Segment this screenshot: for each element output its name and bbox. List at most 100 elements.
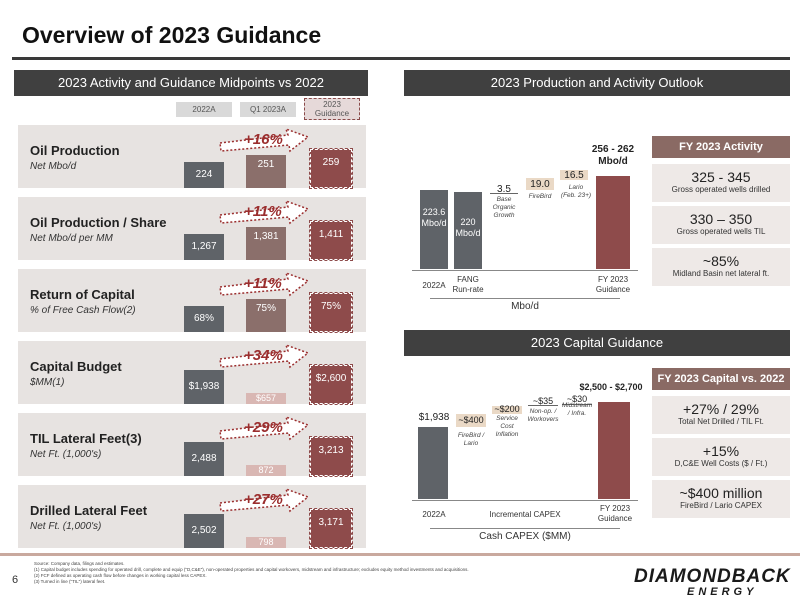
arrow-icon bbox=[219, 271, 310, 297]
metric-bar-2022a: 2,502 bbox=[184, 514, 224, 548]
metric-card: Oil Production / Share Net Mbo/d per MM bbox=[18, 197, 366, 260]
metric-bar-guidance: 1,411 bbox=[309, 220, 353, 261]
stat-box: 325 - 345 Gross operated wells drilled bbox=[652, 164, 790, 202]
metric-bar-2022a: $1,938 bbox=[184, 370, 224, 404]
footnote-3: (3) Turned in line ("TIL") lateral feet. bbox=[34, 579, 106, 584]
stat-label: Gross operated wells drilled bbox=[671, 185, 771, 194]
growth-arrow: +27% bbox=[219, 487, 310, 513]
prod-inc-lario bbox=[560, 170, 588, 180]
stat-label: FireBird / Lario CAPEX bbox=[680, 501, 762, 510]
metric-bar-2022a: 68% bbox=[184, 306, 224, 332]
production-chart: 223.6 Mbo/d 220 Mbo/d 3.5 Base Organic G… bbox=[410, 110, 642, 312]
growth-percent: +27% bbox=[244, 491, 283, 508]
col-header-2023-guidance: 2023 Guidance bbox=[304, 98, 360, 120]
metric-incremental: $657 bbox=[246, 393, 286, 404]
prod-bar-fang bbox=[454, 192, 482, 269]
activity-header: FY 2023 Activity bbox=[652, 136, 790, 158]
capex-unit-label: Cash CAPEX ($MM) bbox=[479, 531, 571, 542]
metric-bar-2022a: 224 bbox=[184, 162, 224, 188]
metric-title: Oil Production bbox=[30, 143, 120, 158]
stat-box: +27% / 29% Total Net Drilled / TIL Ft. bbox=[652, 396, 790, 434]
capex-inc-service bbox=[492, 406, 522, 414]
capex-inc-firebird bbox=[456, 414, 486, 427]
prod-inc-firebird-value: 19.0 bbox=[530, 179, 550, 190]
arrow-icon bbox=[219, 415, 310, 441]
metric-title: TIL Lateral Feet(3) bbox=[30, 431, 142, 446]
metric-title: Drilled Lateral Feet bbox=[30, 503, 148, 518]
col-header-2022a: 2022A bbox=[176, 102, 232, 117]
capex-header: 2023 Capital Guidance bbox=[404, 330, 790, 356]
stat-value: +15% bbox=[702, 443, 740, 459]
stat-label: Midland Basin net lateral ft. bbox=[672, 269, 770, 278]
prod-axis bbox=[412, 270, 638, 271]
prod-inc-firebird bbox=[526, 178, 554, 190]
capex-inc-nonop bbox=[528, 405, 558, 406]
capex-unit-rule bbox=[430, 528, 620, 529]
prod-label-guidance: FY 2023 Guidance bbox=[595, 275, 631, 294]
stat-value: ~$400 million bbox=[679, 485, 763, 501]
prod-bar-fang-value: 220 Mbo/d bbox=[455, 217, 481, 238]
prod-label-2022a: 2022A bbox=[422, 281, 446, 290]
metric-bar-2022a: 2,488 bbox=[184, 442, 224, 476]
stat-box: ~85% Midland Basin net lateral ft. bbox=[652, 248, 790, 286]
prod-bar-2022a-value: 223.6 Mbo/d bbox=[421, 207, 447, 228]
metric-bar-guidance: 3,171 bbox=[309, 508, 353, 549]
arrow-icon bbox=[219, 343, 310, 369]
metric-subtitle: Net Mbo/d per MM bbox=[30, 233, 113, 244]
growth-arrow: +11% bbox=[219, 271, 310, 297]
stat-label: Gross operated wells TIL bbox=[676, 227, 766, 236]
growth-percent: +11% bbox=[244, 203, 282, 220]
stat-value: 325 - 345 bbox=[691, 169, 751, 185]
prod-unit-rule bbox=[430, 298, 620, 299]
growth-percent: +16% bbox=[244, 131, 283, 148]
capex-bar-guidance bbox=[598, 402, 630, 499]
growth-arrow: +16% bbox=[219, 127, 310, 153]
metric-incremental: 798 bbox=[246, 537, 286, 548]
stat-value: 330 – 350 bbox=[689, 211, 753, 227]
capex-inc-firebird-value: ~$400 bbox=[458, 415, 484, 425]
company-logo: DIAMONDBACK bbox=[634, 566, 791, 587]
stat-value: ~85% bbox=[702, 253, 740, 269]
metric-bar-guidance: $2,600 bbox=[309, 364, 353, 405]
metric-bar-q1: 251 bbox=[246, 155, 286, 188]
title-divider bbox=[12, 57, 790, 60]
capex-inc-nonop-label: Non-op. / Workovers bbox=[527, 408, 559, 423]
footnote-2: (2) FCF defined as operating cash flow b… bbox=[34, 573, 207, 578]
metric-bar-q1: 75% bbox=[246, 299, 286, 332]
metric-subtitle: Net Ft. (1,000's) bbox=[30, 521, 102, 532]
capex-label-2022a: 2022A bbox=[422, 510, 446, 519]
stat-box: ~$400 million FireBird / Lario CAPEX bbox=[652, 480, 790, 518]
capital-vs-header: FY 2023 Capital vs. 2022 bbox=[652, 368, 790, 390]
capex-inc-firebird-label: FireBird / Lario bbox=[457, 432, 485, 447]
capex-inc-nonop-value: ~$35 bbox=[532, 396, 554, 406]
capex-label-incremental: Incremental CAPEX bbox=[489, 510, 561, 519]
metric-subtitle: % of Free Cash Flow(2) bbox=[30, 305, 136, 316]
capex-inc-midstream bbox=[562, 404, 592, 405]
growth-percent: +34% bbox=[244, 347, 283, 364]
growth-arrow: +34% bbox=[219, 343, 310, 369]
metric-bar-q1: 1,381 bbox=[246, 227, 286, 260]
prod-inc-base-label: Base Organic Growth bbox=[492, 196, 516, 219]
capex-label-guidance: FY 2023 Guidance bbox=[597, 504, 633, 523]
prod-inc-firebird-label: FireBird bbox=[528, 193, 552, 200]
prod-inc-lario-value: 16.5 bbox=[564, 170, 584, 181]
metric-title: Oil Production / Share bbox=[30, 215, 167, 230]
growth-arrow: +11% bbox=[219, 199, 310, 225]
footnote-1: (1) Capital budget includes spending for… bbox=[34, 567, 469, 572]
growth-percent: +11% bbox=[244, 275, 282, 292]
col-header-q1-2023a: Q1 2023A bbox=[240, 102, 296, 117]
capex-chart: $1,938 ~$400 FireBird / Lario ~$200 Serv… bbox=[410, 372, 643, 552]
arrow-icon bbox=[219, 127, 310, 153]
prod-inc-base-value: 3.5 bbox=[497, 184, 511, 195]
stat-value: +27% / 29% bbox=[683, 401, 759, 417]
prod-unit-label: Mbo/d bbox=[511, 301, 539, 312]
prod-inc-lario-label: Lario (Feb. 23+) bbox=[560, 184, 592, 199]
arrow-icon bbox=[219, 199, 310, 225]
prod-bar-2022a bbox=[420, 190, 448, 269]
prod-inc-base bbox=[490, 193, 518, 194]
capex-inc-service-label: Service Cost Inflation bbox=[495, 415, 519, 438]
growth-percent: +29% bbox=[244, 419, 283, 436]
arrow-icon bbox=[219, 487, 310, 513]
metric-title: Capital Budget bbox=[30, 359, 122, 374]
capex-bar-2022a bbox=[418, 427, 448, 499]
